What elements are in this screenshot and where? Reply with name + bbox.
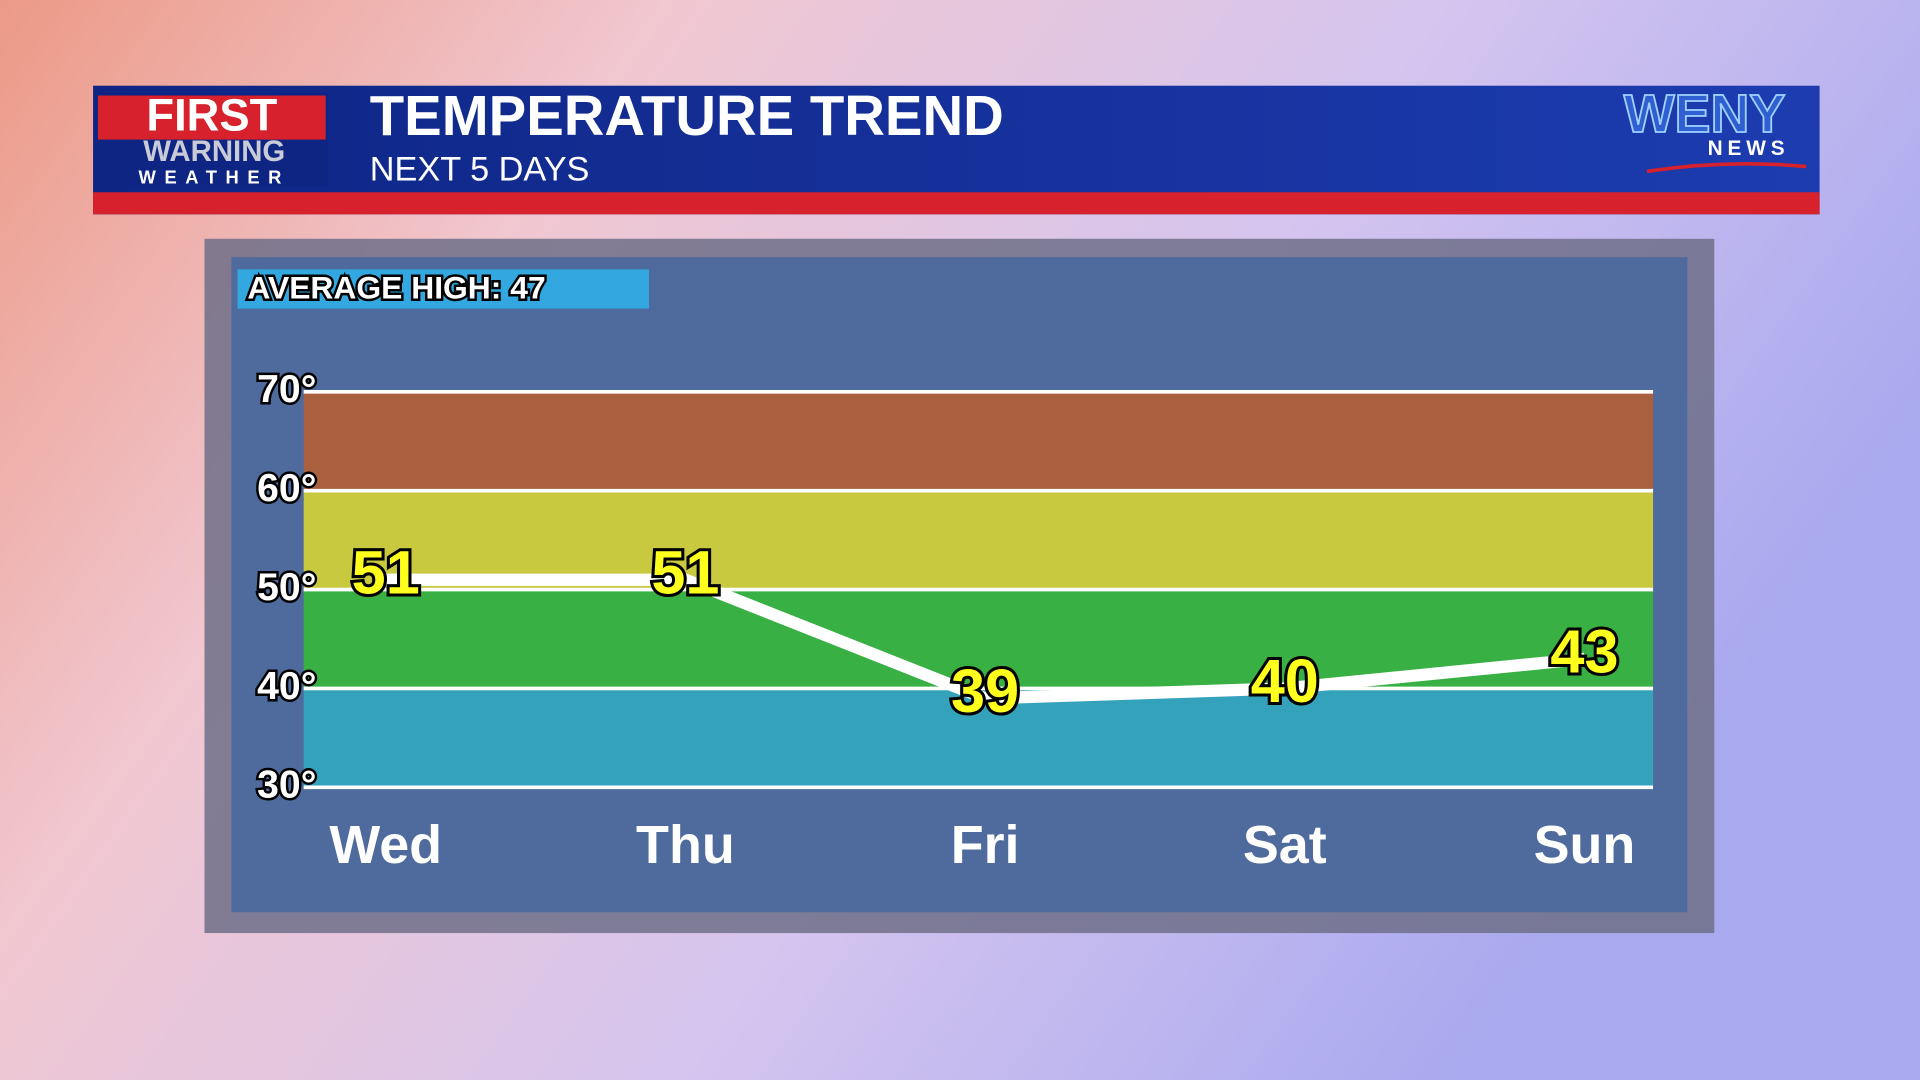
x-tick-label: Fri xyxy=(951,815,1020,875)
logo-red xyxy=(97,95,326,140)
x-tick-label: Thu xyxy=(636,815,735,875)
value-label: 51 xyxy=(352,538,420,606)
temp-band xyxy=(303,490,1654,590)
chart-subtitle: NEXT 5 DAYS xyxy=(370,150,590,188)
logo-warning: WARNING xyxy=(143,135,285,168)
station-sub: NEWS xyxy=(1708,137,1790,160)
value-label: 40 xyxy=(1251,647,1319,715)
temp-band xyxy=(303,688,1654,788)
annotation-box xyxy=(237,269,649,309)
value-label: 39 xyxy=(951,657,1019,725)
y-tick-label: 40° xyxy=(257,665,316,708)
x-tick-label: Sun xyxy=(1534,815,1636,875)
plot: 30° 40° 50° 60° 70° 51 51 39 40 43 Wed Thu Fri Sat Sun xyxy=(255,366,1654,875)
logo-first: FIRST xyxy=(146,90,277,141)
temperature-line xyxy=(385,573,1586,705)
logo-swoosh xyxy=(1646,161,1807,174)
y-tick-label: 60° xyxy=(257,467,316,510)
temp-band xyxy=(303,391,1654,491)
chart-title: TEMPERATURE TREND xyxy=(370,84,1004,147)
annotation: AVERAGE HIGH: 47 xyxy=(247,270,545,306)
x-tick-label: Sat xyxy=(1243,815,1327,875)
station-logo: WENY xyxy=(1624,84,1786,144)
x-tick-label: Wed xyxy=(329,815,442,875)
header-stripe xyxy=(93,192,1820,215)
logo-weather: WEATHER xyxy=(139,167,290,188)
y-tick-label: 50° xyxy=(257,566,316,609)
y-tick-label: 30° xyxy=(257,764,316,807)
value-label: 51 xyxy=(651,538,719,606)
value-label: 43 xyxy=(1550,618,1618,686)
y-tick-label: 70° xyxy=(257,368,316,411)
